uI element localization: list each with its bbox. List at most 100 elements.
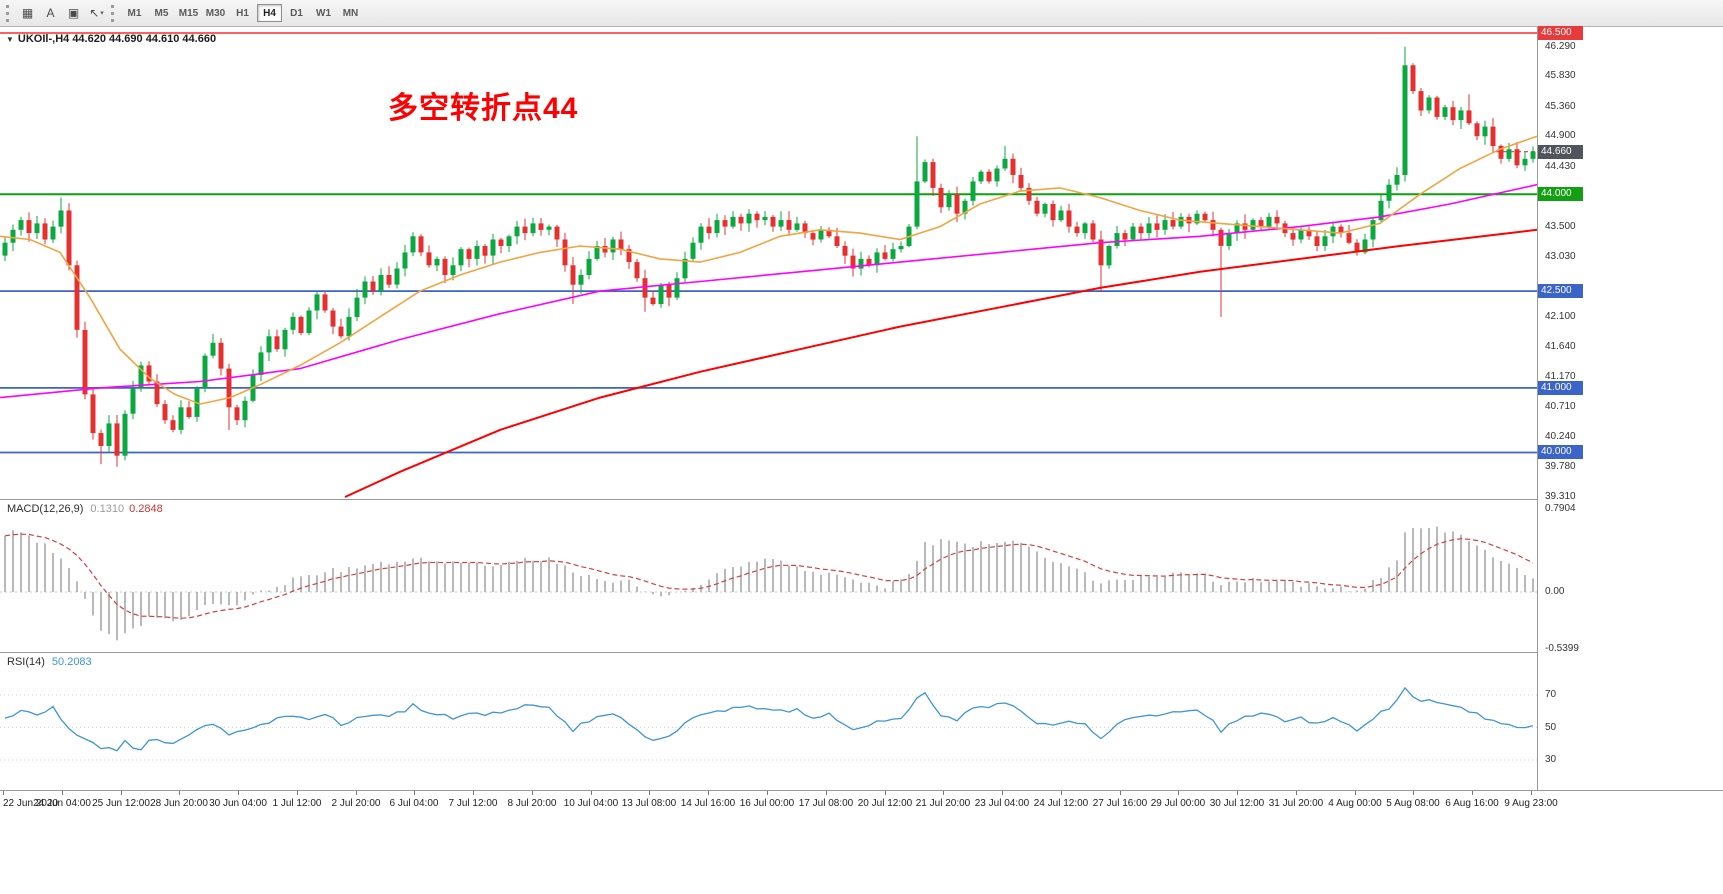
chart-list-button[interactable]: ▦ <box>16 3 39 24</box>
scale-tick: 0.7904 <box>1545 503 1576 514</box>
dropdown-caret-icon: ▾ <box>100 10 104 17</box>
time-label: 6 Jul 04:00 <box>389 798 439 809</box>
time-tick <box>1472 791 1473 795</box>
macd-header: MACD(12,26,9) 0.1310 0.2848 <box>7 503 163 515</box>
time-tick <box>1355 791 1356 795</box>
time-tick <box>767 791 768 795</box>
toolbar-grip[interactable] <box>111 4 115 22</box>
time-tick <box>1120 791 1121 795</box>
macd-panel[interactable]: MACD(12,26,9) 0.1310 0.2848 <box>0 500 1537 653</box>
time-label: 6 Aug 16:00 <box>1445 798 1499 809</box>
timeframe-w1-button[interactable]: W1 <box>311 4 336 22</box>
timeframe-m5-button[interactable]: M5 <box>149 4 174 22</box>
time-label: 14 Jul 16:00 <box>680 798 736 809</box>
time-tick <box>649 791 650 795</box>
text-label-button[interactable]: A <box>39 3 62 24</box>
time-label: 24 Jul 12:00 <box>1033 798 1089 809</box>
time-label: 7 Jul 12:00 <box>448 798 498 809</box>
time-label: 13 Jul 08:00 <box>621 798 677 809</box>
time-tick <box>532 791 533 795</box>
time-label: 27 Jul 16:00 <box>1092 798 1148 809</box>
symbol-ohlc-text: UKOIl-,H4 44.620 44.690 44.610 44.660 <box>17 33 217 45</box>
time-label: 23 Jul 04:00 <box>974 798 1030 809</box>
time-label: 10 Jul 04:00 <box>563 798 619 809</box>
price-badge: 44.000 <box>1538 187 1583 201</box>
time-tick <box>238 791 239 795</box>
time-tick <box>121 791 122 795</box>
time-tick <box>179 791 180 795</box>
rsi-panel[interactable]: RSI(14) 50.2083 <box>0 653 1537 790</box>
time-tick <box>943 791 944 795</box>
time-axis[interactable]: 22 Jun 2020 24 Jun 04:00 25 Jun 12:00 28 Ju… <box>0 790 1723 818</box>
timeframe-d1-button[interactable]: D1 <box>284 4 309 22</box>
collapse-icon[interactable]: ▼ <box>6 35 14 44</box>
time-tick <box>1178 791 1179 795</box>
time-tick <box>62 791 63 795</box>
timeframe-h4-button[interactable]: H4 <box>257 4 282 22</box>
line-studies-toolbar: ▦ A ▣ ↖ ▾ <box>16 0 108 26</box>
cursor-tool-icon: ↖ <box>89 6 100 20</box>
price-badge: 42.500 <box>1538 284 1583 298</box>
time-label: 8 Jul 20:00 <box>507 798 557 809</box>
time-label: 30 Jul 12:00 <box>1209 798 1265 809</box>
candlestick-chart[interactable] <box>0 27 1537 499</box>
time-tick <box>708 791 709 795</box>
time-label: 1 Jul 12:00 <box>272 798 322 809</box>
time-tick <box>3 791 4 795</box>
scale-tick: 41.170 <box>1545 371 1576 382</box>
scale-tick: -0.5399 <box>1545 643 1579 654</box>
text-label-icon: A <box>46 6 55 20</box>
time-tick <box>885 791 886 795</box>
price-badge: 41.000 <box>1538 381 1583 395</box>
timeframe-m1-button[interactable]: M1 <box>122 4 147 22</box>
macd-main-value: 0.1310 <box>90 503 125 515</box>
chart-window-button[interactable]: ▣ <box>62 3 85 24</box>
scale-tick: 39.780 <box>1545 461 1576 472</box>
scale-tick: 50 <box>1545 722 1557 733</box>
timeframe-m30-button[interactable]: M30 <box>203 4 228 22</box>
scale-tick: 43.030 <box>1545 251 1576 262</box>
macd-chart <box>0 526 1537 641</box>
time-label: 16 Jul 00:00 <box>739 798 795 809</box>
cursor-tool-button[interactable]: ↖ ▾ <box>85 3 108 24</box>
top-toolbar: ▦ A ▣ ↖ ▾ M1 M5 M15 M30 H1 H4 D1 W1 MN <box>0 0 1723 27</box>
time-label: 29 Jul 00:00 <box>1150 798 1206 809</box>
scale-tick: 70 <box>1545 689 1557 700</box>
toolbar-grip[interactable] <box>6 4 10 22</box>
timeframe-h1-button[interactable]: H1 <box>230 4 255 22</box>
scale-tick: 44.430 <box>1545 161 1576 172</box>
time-label: 25 Jun 12:00 <box>92 798 150 809</box>
scale-tick: 40.240 <box>1545 431 1576 442</box>
time-label: 30 Jun 04:00 <box>209 798 267 809</box>
symbol-header: ▼ UKOIl-,H4 44.620 44.690 44.610 44.660 <box>6 33 216 45</box>
chart-annotation-text: 多空转折点44 <box>388 92 579 125</box>
time-tick <box>1237 791 1238 795</box>
price-scale[interactable]: 46.290 45.830 45.360 44.900 44.430 43.500 43.0… <box>1537 26 1723 790</box>
scale-tick: 45.830 <box>1545 70 1576 81</box>
scale-tick: 46.290 <box>1545 41 1576 52</box>
time-tick <box>356 791 357 795</box>
scale-tick: 30 <box>1545 754 1557 765</box>
timeframe-m15-button[interactable]: M15 <box>176 4 201 22</box>
time-tick <box>473 791 474 795</box>
chart-list-icon: ▦ <box>21 6 34 20</box>
time-label: 31 Jul 20:00 <box>1268 798 1324 809</box>
chart-window-icon: ▣ <box>67 6 80 20</box>
scale-tick: 0.00 <box>1545 586 1565 597</box>
price-chart-panel[interactable]: ▼ UKOIl-,H4 44.620 44.690 44.610 44.660 多… <box>0 27 1537 500</box>
time-tick <box>297 791 298 795</box>
time-tick <box>1413 791 1414 795</box>
time-tick <box>1061 791 1062 795</box>
time-label: 22 Jun 2020 <box>3 798 59 809</box>
time-label: 17 Jul 08:00 <box>798 798 854 809</box>
time-label: 28 Jun 20:00 <box>150 798 208 809</box>
time-label: 4 Aug 00:00 <box>1328 798 1382 809</box>
timeframe-mn-button[interactable]: MN <box>338 4 363 22</box>
scale-tick: 44.900 <box>1545 130 1576 141</box>
time-label: 2 Jul 20:00 <box>331 798 381 809</box>
macd-signal-value: 0.2848 <box>129 503 163 515</box>
time-label: 9 Aug 23:00 <box>1504 798 1558 809</box>
timeframes-toolbar: M1 M5 M15 M30 H1 H4 D1 W1 MN <box>121 0 364 26</box>
time-label: 5 Aug 08:00 <box>1386 798 1440 809</box>
